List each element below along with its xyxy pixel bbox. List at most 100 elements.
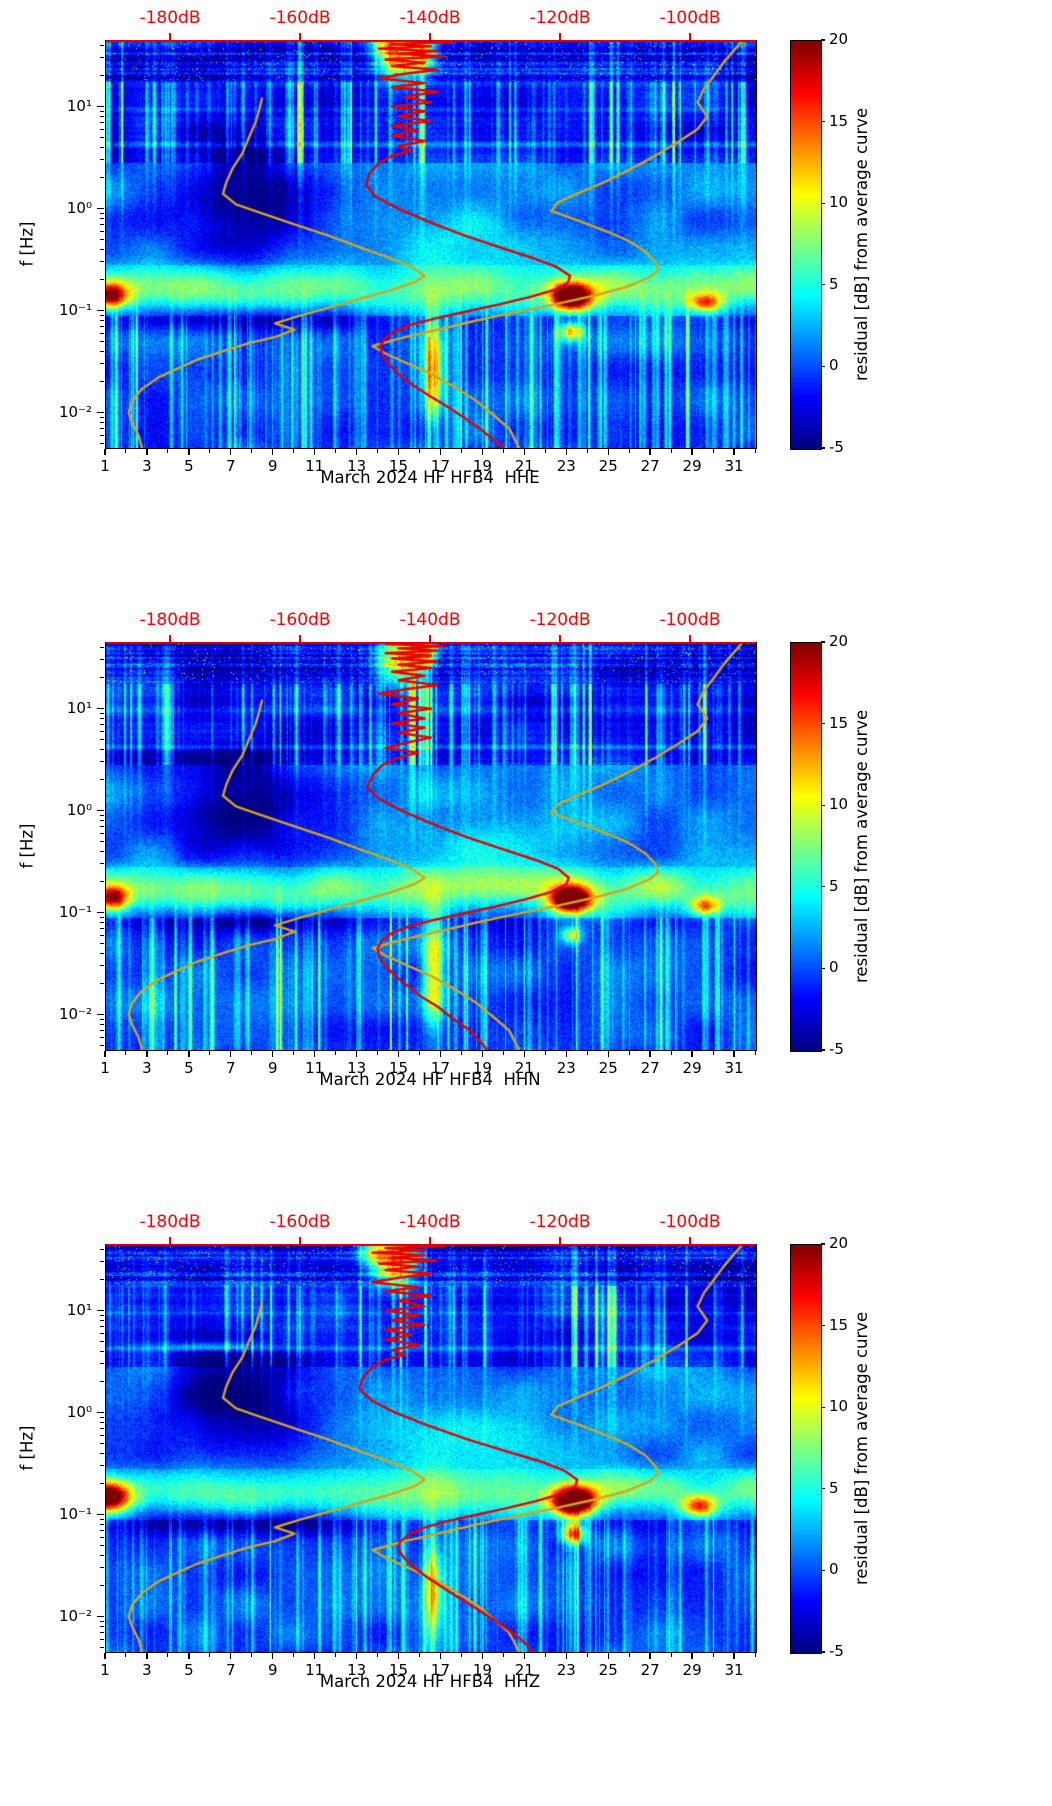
y-minor-tick-mark bbox=[100, 1567, 104, 1569]
x-tick-mark bbox=[439, 1653, 442, 1659]
y-minor-tick-mark bbox=[100, 1544, 104, 1546]
x-minor-tick-mark bbox=[335, 449, 337, 453]
top-db-tick-mark bbox=[559, 33, 561, 40]
colorbar-tick-label: 15 bbox=[829, 713, 849, 732]
y-tick-label: 10⁰ bbox=[66, 198, 92, 217]
top-db-tick-mark bbox=[429, 33, 431, 40]
y-minor-tick-mark bbox=[100, 1626, 104, 1627]
y-minor-tick-mark bbox=[100, 381, 104, 383]
y-minor-tick-mark bbox=[100, 850, 104, 852]
x-minor-tick-mark bbox=[670, 449, 672, 453]
y-tick-mark bbox=[97, 411, 104, 414]
y-minor-tick-mark bbox=[100, 1416, 104, 1418]
y-minor-tick-mark bbox=[100, 44, 104, 46]
y-minor-tick-mark bbox=[100, 363, 104, 365]
top-db-tick-label: -180dB bbox=[139, 610, 201, 630]
x-minor-tick-mark bbox=[125, 1051, 127, 1055]
x-tick-mark bbox=[523, 1653, 526, 1659]
colorbar-tick-label: 10 bbox=[829, 795, 849, 814]
y-axis-label: f [Hz] bbox=[17, 823, 37, 869]
y-tick-mark bbox=[97, 105, 104, 108]
colorbar-tick-label: 20 bbox=[829, 632, 849, 650]
y-tick-mark bbox=[97, 309, 104, 312]
x-axis-label: March 2024 HF HFB4 HHN bbox=[319, 1070, 541, 1089]
colorbar-tick-label: 0 bbox=[829, 958, 839, 977]
x-tick-mark bbox=[104, 449, 106, 455]
colorbar-tick-label: 10 bbox=[829, 193, 849, 212]
top-db-tick-label: -100dB bbox=[659, 8, 721, 28]
x-minor-tick-mark bbox=[167, 449, 169, 453]
colorbar-tick-label: -5 bbox=[829, 1040, 844, 1058]
top-db-tick-mark bbox=[689, 33, 691, 40]
y-minor-tick-mark bbox=[100, 261, 104, 263]
x-minor-tick-mark bbox=[544, 1653, 546, 1657]
y-minor-tick-mark bbox=[100, 1465, 104, 1467]
y-minor-tick-mark bbox=[100, 332, 104, 334]
x-minor-tick-mark bbox=[586, 1653, 588, 1657]
x-tick-mark bbox=[146, 1653, 148, 1659]
x-minor-tick-mark bbox=[712, 1653, 714, 1657]
y-tick-mark bbox=[97, 1411, 104, 1414]
top-db-tick-mark bbox=[559, 1237, 561, 1244]
y-minor-tick-mark bbox=[100, 659, 104, 661]
y-minor-tick-mark bbox=[100, 75, 104, 77]
x-tick-mark bbox=[397, 1051, 400, 1057]
x-tick-mark bbox=[188, 449, 190, 455]
x-minor-tick-mark bbox=[377, 1051, 379, 1055]
y-minor-tick-mark bbox=[100, 1518, 104, 1520]
y-minor-tick-mark bbox=[100, 1363, 104, 1365]
x-minor-tick-mark bbox=[125, 1653, 127, 1657]
y-minor-tick-mark bbox=[100, 350, 104, 352]
x-minor-tick-mark bbox=[167, 1653, 169, 1657]
x-tick-mark bbox=[733, 1051, 735, 1057]
x-minor-tick-mark bbox=[586, 449, 588, 453]
x-minor-tick-mark bbox=[209, 1051, 211, 1055]
y-minor-tick-mark bbox=[100, 314, 104, 316]
y-minor-tick-mark bbox=[100, 1044, 104, 1046]
y-minor-tick-mark bbox=[100, 1631, 104, 1633]
y-minor-tick-mark bbox=[100, 927, 104, 929]
y-tick-mark bbox=[97, 1013, 104, 1016]
top-db-tick-mark bbox=[299, 1237, 301, 1244]
y-minor-tick-mark bbox=[100, 128, 104, 130]
y-minor-tick-mark bbox=[100, 230, 104, 232]
x-minor-tick-mark bbox=[377, 449, 379, 453]
top-db-tick-mark bbox=[689, 635, 691, 642]
colorbar-tick-label: 20 bbox=[829, 1234, 849, 1252]
y-tick-label: 10⁰ bbox=[66, 800, 92, 819]
x-tick-mark bbox=[188, 1051, 190, 1057]
x-tick-mark bbox=[607, 1653, 609, 1659]
colorbar-tick-label: 15 bbox=[829, 1315, 849, 1334]
y-tick-label: 10⁰ bbox=[66, 1402, 92, 1421]
top-db-tick-mark bbox=[429, 635, 431, 642]
y-minor-tick-mark bbox=[100, 646, 104, 648]
x-minor-tick-mark bbox=[460, 449, 462, 453]
y-tick-label: 10⁻² bbox=[58, 402, 92, 421]
x-minor-tick-mark bbox=[460, 1051, 462, 1055]
x-minor-tick-mark bbox=[125, 449, 127, 453]
x-tick-mark bbox=[481, 1051, 484, 1057]
x-minor-tick-mark bbox=[586, 1051, 588, 1055]
y-minor-tick-mark bbox=[100, 1381, 104, 1383]
y-minor-tick-mark bbox=[100, 325, 104, 327]
top-db-tick-mark bbox=[169, 1237, 171, 1244]
top-db-tick-label: -140dB bbox=[399, 8, 461, 28]
y-minor-tick-mark bbox=[100, 730, 104, 732]
y-minor-tick-mark bbox=[100, 1325, 104, 1327]
x-minor-tick-mark bbox=[377, 1653, 379, 1657]
x-tick-mark bbox=[397, 1653, 400, 1659]
colorbar-canvas bbox=[791, 41, 821, 449]
y-minor-tick-mark bbox=[100, 942, 104, 944]
x-minor-tick-mark bbox=[754, 1653, 756, 1657]
y-minor-tick-mark bbox=[100, 748, 104, 750]
y-minor-tick-mark bbox=[100, 427, 104, 429]
top-db-tick-label: -160dB bbox=[269, 8, 331, 28]
x-minor-tick-mark bbox=[502, 449, 504, 453]
x-tick-mark bbox=[230, 449, 232, 455]
y-minor-tick-mark bbox=[100, 340, 104, 342]
y-minor-tick-mark bbox=[100, 136, 104, 138]
